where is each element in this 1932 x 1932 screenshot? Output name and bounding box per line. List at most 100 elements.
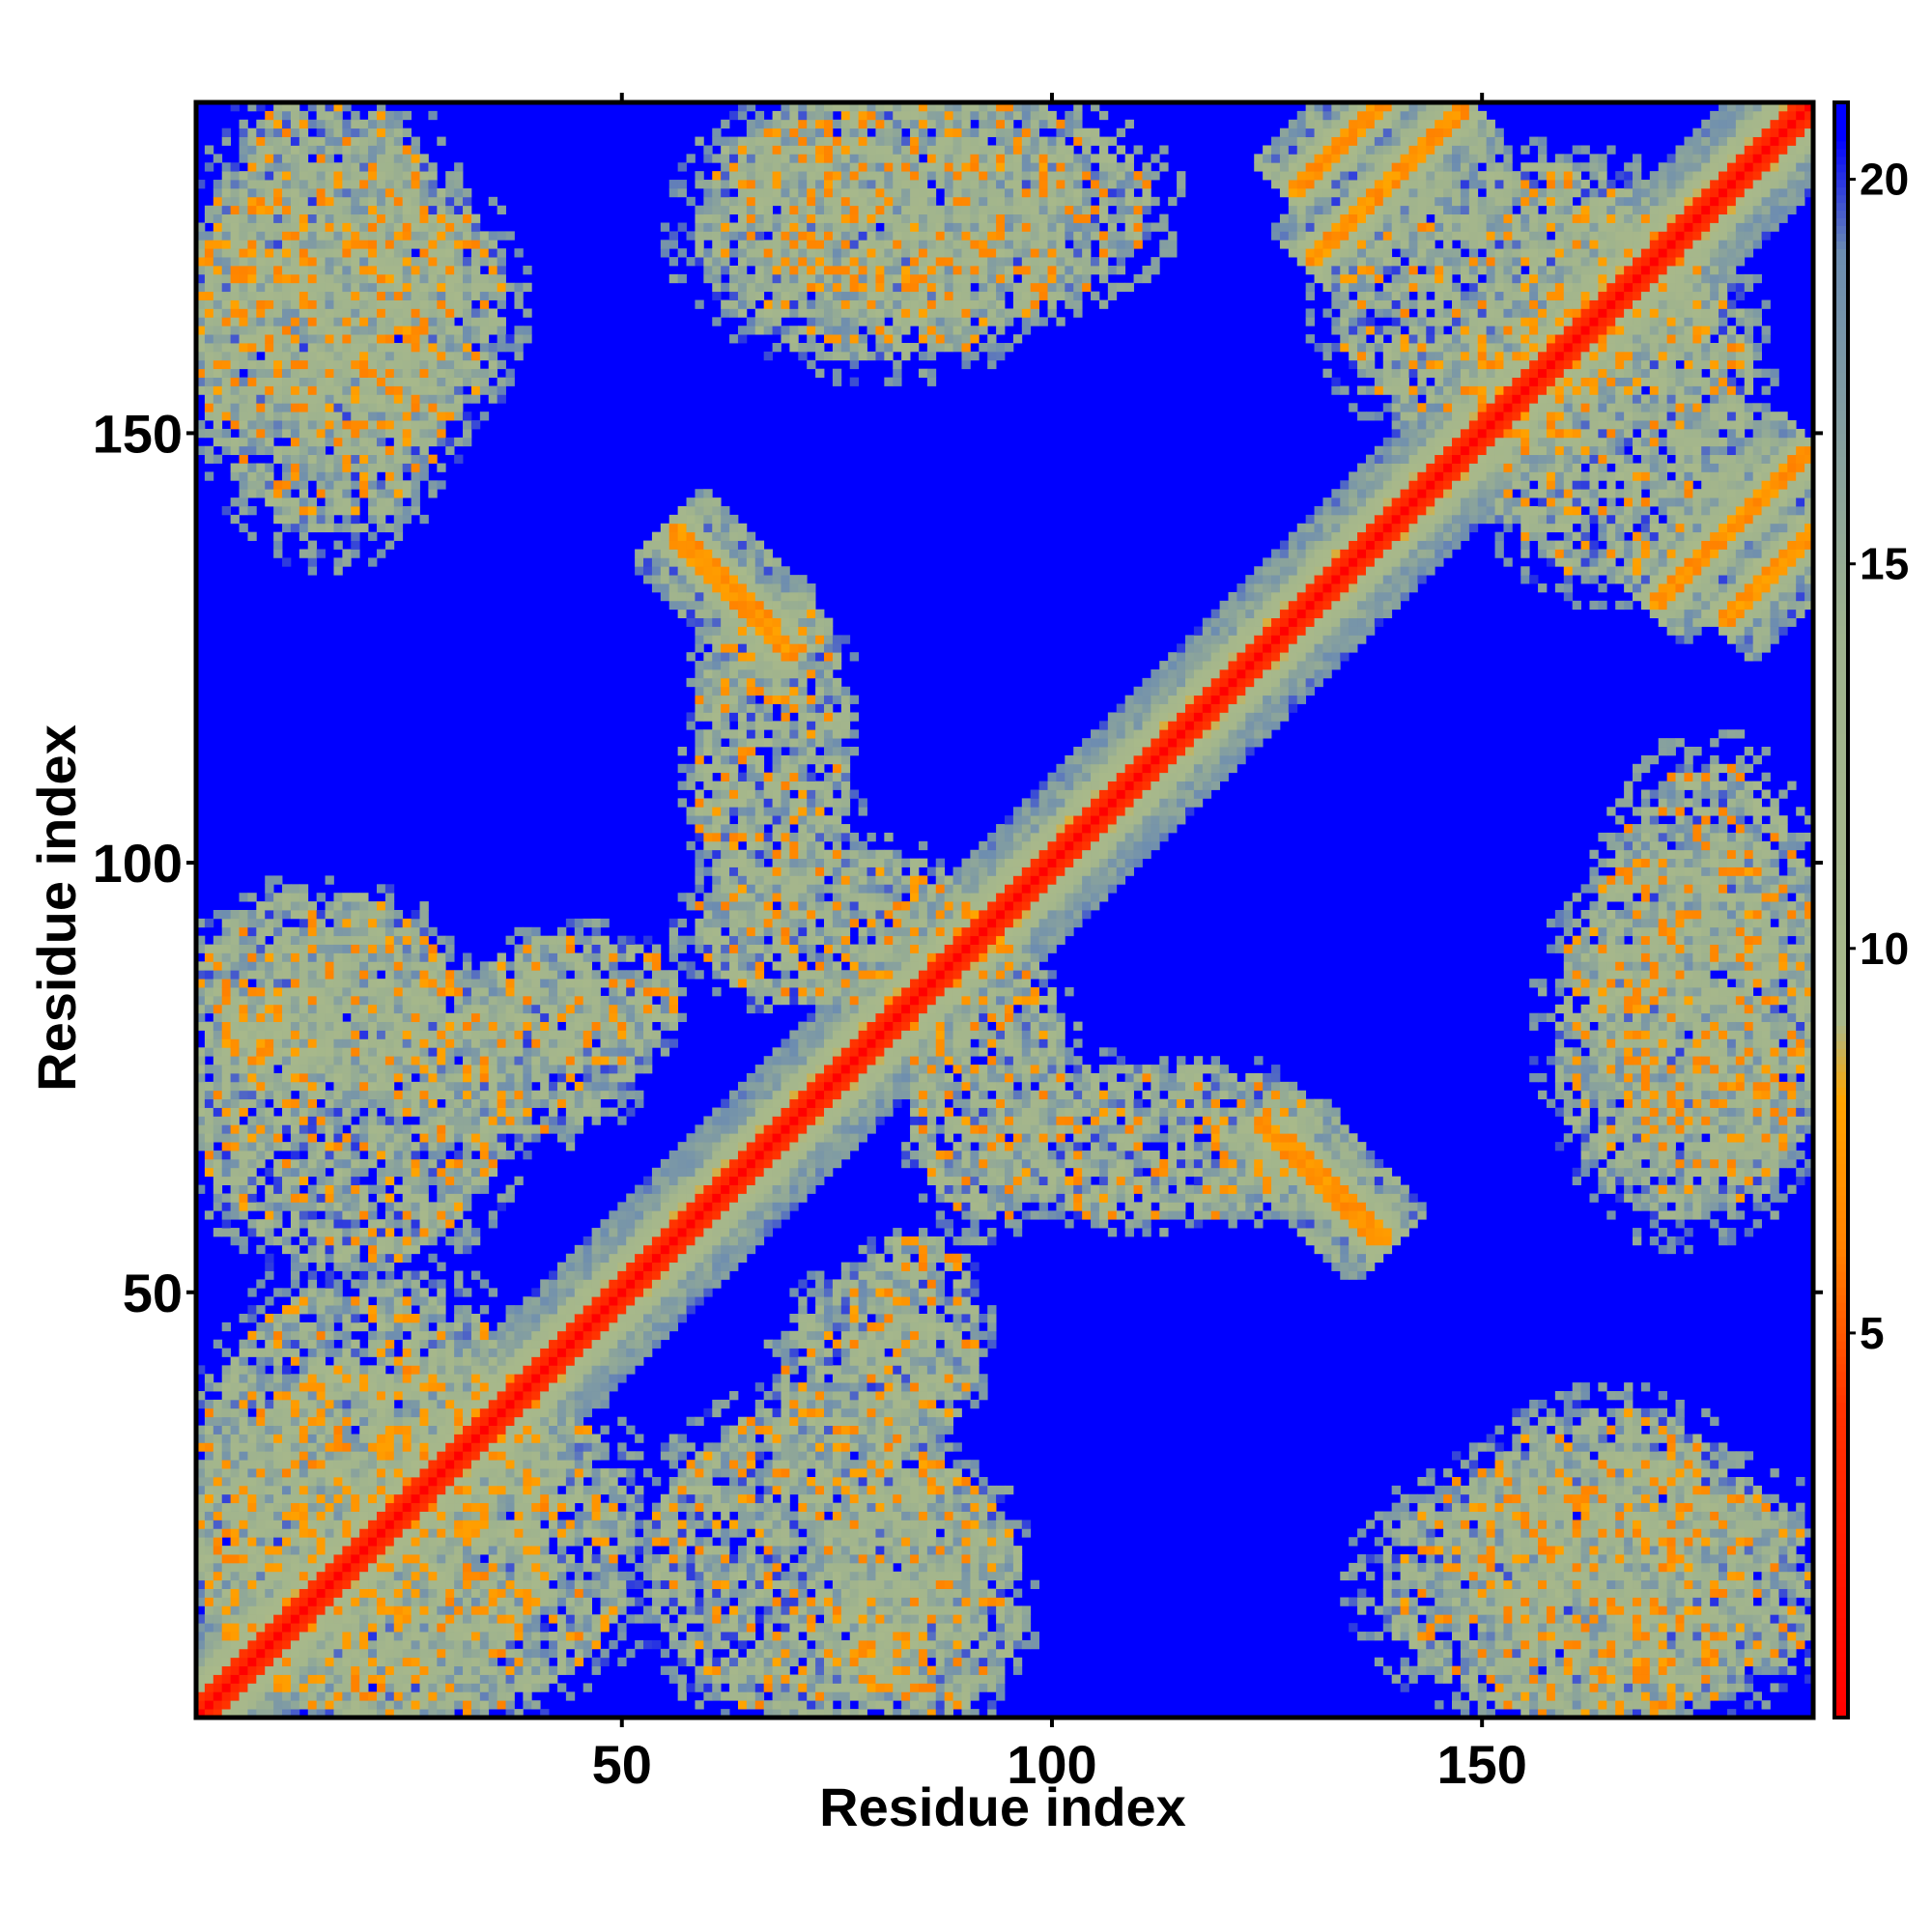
- heatmap-cell: [479, 1562, 490, 1573]
- heatmap-cell: [445, 1356, 455, 1366]
- heatmap-cell: [428, 1674, 438, 1684]
- heatmap-cell: [298, 1158, 309, 1169]
- heatmap-cell: [273, 1193, 283, 1203]
- heatmap-cell: [351, 1228, 360, 1237]
- heatmap-cell: [290, 128, 300, 137]
- heatmap-cell: [325, 1562, 334, 1573]
- heatmap-cell: [445, 1476, 455, 1487]
- heatmap-cell: [204, 1425, 214, 1435]
- heatmap-cell: [307, 944, 318, 953]
- heatmap-cell: [333, 1476, 343, 1487]
- heatmap-cell: [221, 987, 232, 997]
- heatmap-cell: [204, 1528, 214, 1538]
- heatmap-cell: [265, 308, 274, 318]
- heatmap-cell: [351, 549, 360, 558]
- heatmap-cell: [411, 1004, 420, 1014]
- heatmap-cell: [333, 162, 343, 172]
- heatmap-cell: [411, 1639, 420, 1650]
- heatmap-cell: [265, 1493, 274, 1504]
- heatmap-cell: [393, 257, 404, 267]
- heatmap-cell: [565, 1356, 576, 1366]
- heatmap-cell: [531, 1502, 541, 1512]
- heatmap-cell: [463, 1151, 472, 1160]
- heatmap-cell: [514, 1442, 524, 1452]
- heatmap-cell: [273, 222, 283, 232]
- heatmap-cell: [384, 154, 395, 163]
- heatmap-cell: [204, 1632, 214, 1641]
- heatmap-cell: [359, 995, 369, 1006]
- heatmap-cell: [307, 1279, 318, 1289]
- heatmap-cell: [316, 213, 326, 223]
- heatmap-cell: [290, 1399, 300, 1409]
- heatmap-cell: [376, 1116, 386, 1125]
- heatmap-cell: [479, 1167, 490, 1178]
- heatmap-cell: [411, 1236, 420, 1246]
- heatmap-cell: [419, 299, 429, 309]
- heatmap-cell: [376, 1434, 386, 1443]
- heatmap-cell: [239, 265, 248, 275]
- heatmap-cell: [265, 497, 274, 507]
- heatmap-cell: [505, 1151, 515, 1160]
- heatmap-cell: [213, 437, 223, 447]
- heatmap-cell: [282, 1374, 292, 1383]
- heatmap-cell: [384, 1597, 395, 1606]
- heatmap-cell: [325, 368, 334, 378]
- heatmap-cell: [221, 1562, 232, 1573]
- heatmap-cell: [384, 1502, 395, 1512]
- heatmap-cell: [342, 952, 352, 962]
- heatmap-cell: [256, 1374, 266, 1383]
- heatmap-cell: [196, 1065, 206, 1074]
- heatmap-cell: [454, 257, 464, 267]
- heatmap-cell: [384, 343, 395, 353]
- heatmap-cell: [445, 1674, 455, 1684]
- heatmap-cell: [565, 1657, 576, 1667]
- heatmap-cell: [565, 1537, 576, 1547]
- heatmap-cell: [230, 351, 240, 361]
- heatmap-cell: [479, 1072, 490, 1083]
- heatmap-cell: [384, 1476, 395, 1487]
- heatmap-cell: [411, 1546, 420, 1555]
- heatmap-cell: [298, 1485, 309, 1495]
- heatmap-cell: [351, 1090, 360, 1100]
- heatmap-cell: [419, 1579, 429, 1589]
- heatmap-cell: [402, 1167, 412, 1178]
- heatmap-cell: [368, 901, 378, 911]
- heatmap-cell: [325, 1588, 334, 1598]
- heatmap-cell: [531, 1314, 541, 1323]
- heatmap-cell: [282, 961, 292, 971]
- heatmap-cell: [359, 187, 369, 198]
- heatmap-cell: [488, 1133, 498, 1143]
- heatmap-cell: [402, 1184, 412, 1194]
- heatmap-cell: [531, 1021, 541, 1031]
- heatmap-cell: [298, 187, 309, 198]
- heatmap-cell: [402, 420, 412, 430]
- heatmap-cell: [316, 1691, 326, 1701]
- heatmap-cell: [342, 1374, 352, 1383]
- heatmap-cell: [505, 1116, 515, 1125]
- heatmap-cell: [393, 1674, 404, 1684]
- heatmap-cell: [376, 403, 386, 412]
- heatmap-cell: [359, 463, 369, 472]
- heatmap-cell: [213, 377, 223, 386]
- heatmap-cell: [298, 136, 309, 146]
- heatmap-cell: [463, 1657, 472, 1667]
- heatmap-cell: [368, 1228, 378, 1237]
- heatmap-cell: [333, 961, 343, 971]
- heatmap-cell: [256, 1407, 266, 1418]
- heatmap-cell: [333, 1502, 343, 1512]
- heatmap-cell: [411, 180, 420, 189]
- heatmap-cell: [230, 368, 240, 378]
- heatmap-cell: [393, 1202, 404, 1211]
- heatmap-cell: [514, 1391, 524, 1401]
- heatmap-cell: [213, 1700, 223, 1710]
- heatmap-cell: [196, 1184, 206, 1194]
- heatmap-cell: [402, 1639, 412, 1650]
- heatmap-cell: [307, 334, 318, 344]
- heatmap-cell: [402, 1709, 412, 1719]
- heatmap-cell: [437, 437, 446, 447]
- heatmap-cell: [479, 1639, 490, 1650]
- heatmap-cell: [454, 412, 464, 421]
- heatmap-cell: [342, 1639, 352, 1650]
- heatmap-cell: [247, 1098, 257, 1108]
- heatmap-cell: [523, 1124, 532, 1134]
